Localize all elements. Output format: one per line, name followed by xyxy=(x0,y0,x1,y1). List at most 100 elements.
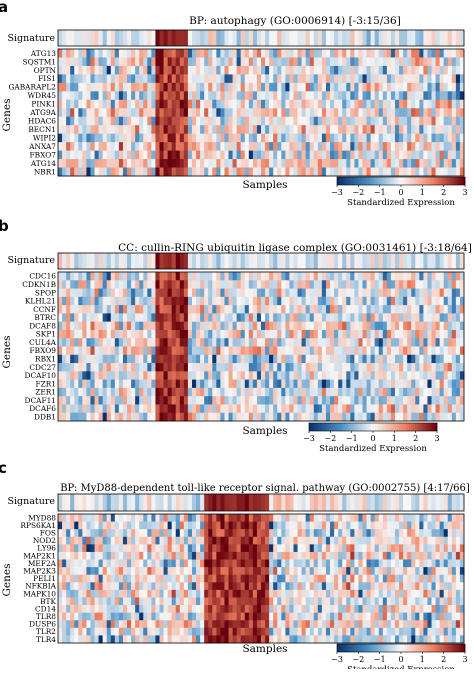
heatmap-cell xyxy=(115,514,119,522)
heatmap-cell xyxy=(440,363,444,372)
heatmap-cell xyxy=(342,322,346,331)
heatmap-cell xyxy=(172,108,176,117)
heatmap-cell xyxy=(273,330,277,339)
heatmap-cell xyxy=(306,151,310,160)
colorbar-step xyxy=(439,177,441,185)
heatmap-cell xyxy=(135,413,139,422)
heatmap-cell xyxy=(70,388,74,397)
heatmap-cell xyxy=(330,567,334,575)
heatmap-cell xyxy=(326,582,330,590)
heatmap-cell xyxy=(58,297,62,306)
heatmap-cell xyxy=(180,289,184,298)
heatmap-cell xyxy=(176,117,180,126)
heatmap-cell xyxy=(440,567,444,575)
heatmap-cell xyxy=(164,108,168,117)
heatmap-cell xyxy=(66,380,70,389)
heatmap-cell xyxy=(86,597,90,605)
heatmap-cell xyxy=(415,355,419,364)
heatmap-cell xyxy=(66,305,70,314)
heatmap-cell xyxy=(298,529,302,537)
heatmap-cell xyxy=(399,347,403,356)
colorbar-step xyxy=(441,177,443,185)
heatmap-cell xyxy=(253,575,257,583)
heatmap-cell xyxy=(204,404,208,413)
heatmap-cell xyxy=(155,83,159,92)
panel-b: b CC: cullin-RING ubiquitin ligase compl… xyxy=(0,217,472,454)
heatmap-cell xyxy=(399,142,403,151)
panel-a-signature-strip xyxy=(58,30,464,46)
heatmap-cell xyxy=(261,66,265,75)
heatmap-cell xyxy=(115,134,119,143)
heatmap-cell xyxy=(281,151,285,160)
heatmap-cell xyxy=(330,363,334,372)
heatmap-cell xyxy=(241,134,245,143)
heatmap-cell xyxy=(212,396,216,405)
heatmap-cell xyxy=(212,280,216,289)
heatmap-cell xyxy=(285,347,289,356)
heatmap-cell xyxy=(184,49,188,58)
heatmap-cell xyxy=(216,57,220,66)
heatmap-cell xyxy=(289,522,293,530)
heatmap-cell xyxy=(249,567,253,575)
heatmap-cell xyxy=(273,313,277,322)
heatmap-cell xyxy=(383,305,387,314)
heatmap-cell xyxy=(95,355,99,364)
heatmap-cell xyxy=(66,313,70,322)
heatmap-cell xyxy=(220,575,224,583)
heatmap-cell xyxy=(363,168,367,177)
heatmap-cell xyxy=(127,575,131,583)
heatmap-cell xyxy=(224,100,228,109)
heatmap-cell xyxy=(387,338,391,347)
heatmap-cell xyxy=(444,280,448,289)
heatmap-cell xyxy=(58,388,62,397)
heatmap-cell xyxy=(456,575,460,583)
heatmap-cell xyxy=(204,322,208,331)
heatmap-cell xyxy=(200,404,204,413)
heatmap-cell xyxy=(322,404,326,413)
heatmap-cell xyxy=(111,380,115,389)
heatmap-cell xyxy=(216,514,220,522)
heatmap-cell xyxy=(233,108,237,117)
heatmap-cell xyxy=(350,313,354,322)
heatmap-cell xyxy=(212,380,216,389)
heatmap-cell xyxy=(143,371,147,380)
heatmap-cell xyxy=(456,404,460,413)
heatmap-cell xyxy=(249,117,253,126)
heatmap-cell xyxy=(127,371,131,380)
heatmap-cell xyxy=(151,338,155,347)
signature-cell xyxy=(314,30,318,46)
heatmap-cell xyxy=(403,537,407,545)
heatmap-cell xyxy=(391,522,395,530)
heatmap-cell xyxy=(269,322,273,331)
heatmap-cell xyxy=(391,575,395,583)
heatmap-cell xyxy=(192,297,196,306)
signature-cell xyxy=(115,494,119,511)
heatmap-cell xyxy=(216,91,220,100)
heatmap-cell xyxy=(354,544,358,552)
heatmap-cell xyxy=(95,134,99,143)
heatmap-cell xyxy=(448,582,452,590)
heatmap-cell xyxy=(456,330,460,339)
colorbar-step xyxy=(371,423,373,431)
heatmap-cell xyxy=(62,590,66,598)
panel-a-title: BP: autophagy (GO:0006914) [-3:15/36] xyxy=(189,15,401,27)
heatmap-cell xyxy=(423,108,427,117)
heatmap-cell xyxy=(330,537,334,545)
heatmap-cell xyxy=(358,363,362,372)
heatmap-cell xyxy=(330,338,334,347)
heatmap-cell xyxy=(245,91,249,100)
heatmap-cell xyxy=(273,582,277,590)
signature-cell xyxy=(208,30,212,46)
heatmap-cell xyxy=(436,404,440,413)
heatmap-cell xyxy=(306,567,310,575)
heatmap-cell xyxy=(184,272,188,281)
heatmap-cell xyxy=(375,363,379,372)
heatmap-cell xyxy=(245,305,249,314)
heatmap-cell xyxy=(269,560,273,568)
signature-cell xyxy=(216,494,220,511)
heatmap-cell xyxy=(224,57,228,66)
heatmap-cell xyxy=(293,597,297,605)
heatmap-cell xyxy=(423,74,427,83)
heatmap-cell xyxy=(310,582,314,590)
heatmap-cell xyxy=(269,74,273,83)
